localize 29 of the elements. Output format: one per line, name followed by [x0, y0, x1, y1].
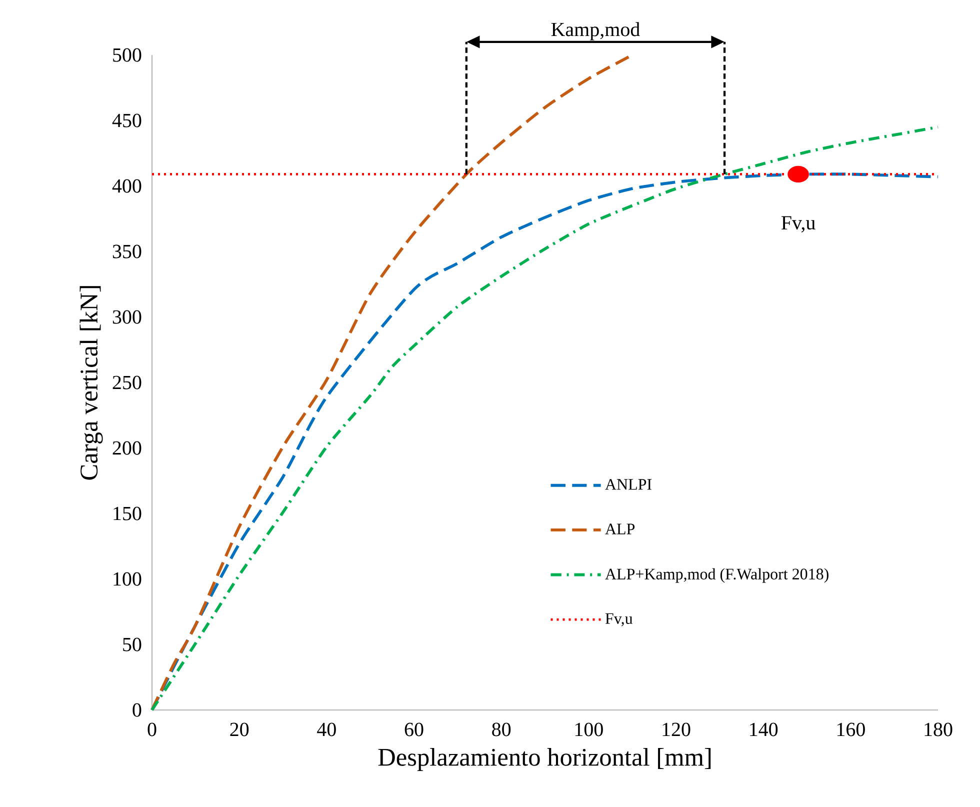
y-tick-label: 200	[112, 441, 142, 455]
legend-label: Fv,u	[605, 613, 633, 626]
x-axis-title: Desplazamiento horizontal [mm]	[378, 748, 711, 771]
y-tick-label: 350	[112, 244, 142, 258]
y-tick-label: 150	[114, 506, 142, 520]
y-tick-label: 400	[112, 179, 142, 193]
y-tick-label: 300	[112, 310, 142, 324]
y-tick-label: 250	[112, 376, 142, 390]
x-tick-label: 80	[492, 722, 511, 736]
x-tick-label: 100	[575, 722, 603, 736]
y-tick-label: 50	[123, 638, 142, 652]
x-tick-label: 0	[148, 722, 156, 736]
legend-label: ALP+Kamp,mod (F.Walport 2018)	[605, 568, 828, 583]
y-tick-label: 100	[114, 572, 142, 586]
x-tick-label: 140	[750, 722, 778, 736]
legend-label: ANLPI	[605, 479, 652, 490]
annotation: Fv,u	[781, 216, 816, 232]
x-tick-label: 120	[662, 722, 690, 736]
text: Kamp,mod	[551, 22, 640, 40]
y-axis-title: Carga vertical [kN]	[80, 286, 103, 480]
x-tick-label: 180	[924, 722, 952, 736]
legend-label: ALP	[605, 524, 635, 534]
y-tick-label: 500	[113, 48, 142, 62]
x-tick-label: 20	[230, 722, 249, 736]
x-tick-label: 160	[837, 722, 865, 736]
y-tick-label: 450	[112, 114, 142, 128]
y-tick-label: 0	[132, 703, 142, 717]
x-tick-label: 60	[404, 722, 424, 736]
x-tick-label: 40	[317, 722, 336, 736]
